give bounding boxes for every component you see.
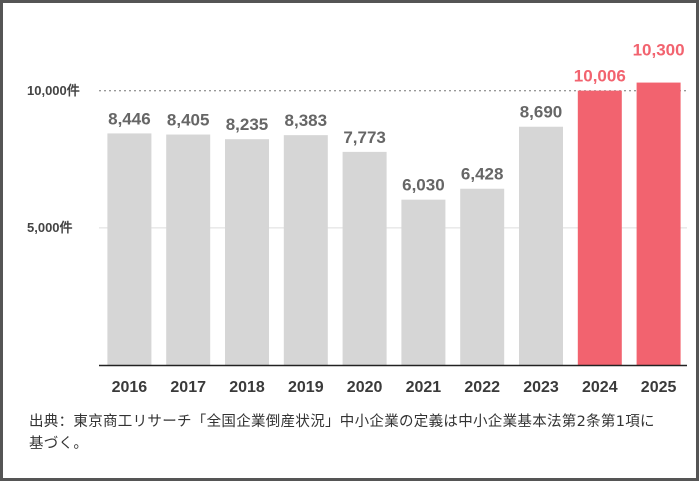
data-label-2025: 10,300 — [633, 41, 685, 60]
data-label-2016: 8,446 — [108, 109, 151, 128]
x-tick-2021: 2021 — [406, 379, 442, 396]
x-tick-2024: 2024 — [582, 379, 618, 396]
source-note: 出典：東京商工リサーチ「全国企業倒産状況」中小企業の定義は中小企業基本法第2条第… — [29, 414, 655, 452]
bars — [107, 82, 681, 365]
data-label-2024: 10,006 — [574, 67, 626, 86]
x-tick-2023: 2023 — [523, 379, 559, 396]
x-tick-2022: 2022 — [464, 379, 500, 396]
bar-2017 — [166, 134, 211, 365]
bar-2022 — [460, 188, 505, 365]
data-label-2023: 8,690 — [520, 103, 563, 122]
bar-chart: 5,000件 10,000件 8,446 8,405 8,235 8,383 7,773 6… — [27, 41, 687, 396]
data-label-2017: 8,405 — [167, 111, 210, 130]
bar-2018 — [225, 139, 269, 365]
x-tick-2020: 2020 — [347, 379, 383, 396]
bar-2021 — [401, 199, 446, 365]
bar-2020 — [342, 151, 387, 365]
bar-2025 — [636, 82, 681, 365]
x-tick-2025: 2025 — [641, 379, 677, 396]
x-tick-2018: 2018 — [229, 379, 265, 396]
data-labels: 8,446 8,405 8,235 8,383 7,773 6,030 6,428 8,690… — [108, 41, 684, 195]
x-axis: 2016 2017 2018 2019 2020 2021 2022 2023 2024 2025 — [99, 364, 687, 396]
data-label-2019: 8,383 — [285, 111, 328, 130]
bar-2019 — [283, 135, 328, 365]
y-tick-label: 10,000件 — [27, 83, 80, 98]
y-axis-ticks: 5,000件 10,000件 — [27, 83, 80, 235]
data-label-2020: 7,773 — [343, 128, 386, 147]
x-tick-2019: 2019 — [288, 379, 324, 396]
bar-2023 — [519, 126, 563, 365]
bar-2024 — [577, 90, 622, 365]
data-label-2022: 6,428 — [461, 165, 504, 184]
data-label-2018: 8,235 — [226, 115, 269, 134]
x-tick-2016: 2016 — [112, 379, 148, 396]
y-tick-label: 5,000件 — [27, 220, 73, 235]
data-label-2021: 6,030 — [402, 176, 445, 195]
x-tick-2017: 2017 — [170, 379, 206, 396]
bar-2016 — [107, 133, 152, 365]
